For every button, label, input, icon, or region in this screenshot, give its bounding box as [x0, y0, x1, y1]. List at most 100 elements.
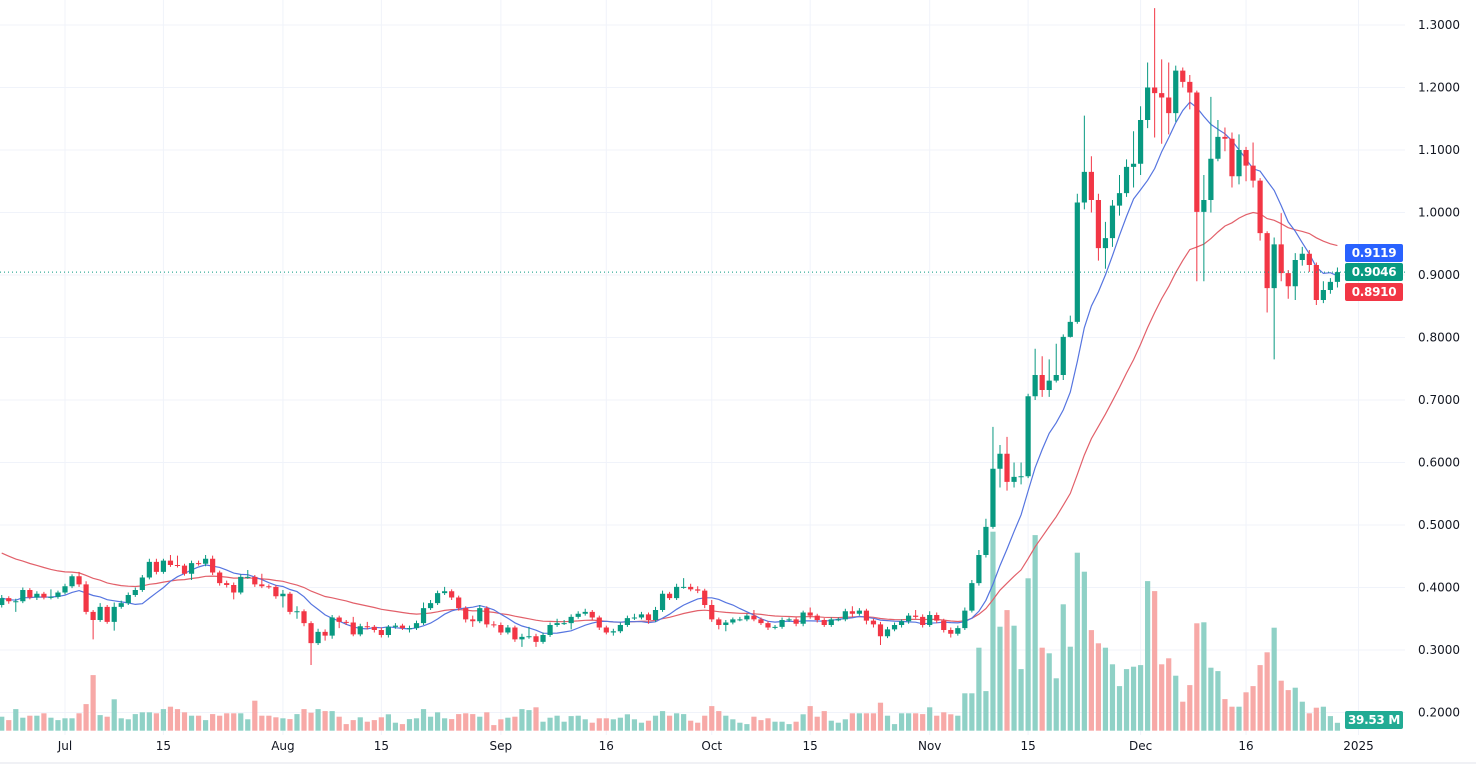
candle-up — [737, 619, 743, 621]
volume-bar — [125, 719, 131, 731]
volume-bar — [1060, 604, 1066, 731]
candle-up — [540, 635, 546, 642]
candle-down — [181, 565, 188, 574]
volume-bar — [118, 718, 124, 731]
candle-up — [238, 576, 244, 593]
candle-up — [1032, 375, 1038, 397]
volume-bar — [976, 647, 982, 731]
volume-bar — [371, 720, 377, 731]
candle-down — [90, 611, 96, 620]
volume-bars — [0, 531, 1341, 731]
time-axis[interactable]: Jul 15 Aug 15 Sep 16 Oct 15 Nov 15 Dec 16 2025 — [57, 739, 1374, 753]
candle-up — [779, 620, 785, 627]
volume-bar — [1067, 646, 1073, 731]
volume-bar — [674, 713, 680, 731]
volume-bar — [238, 713, 244, 731]
volume-bar — [1222, 699, 1228, 731]
volume-bar — [1278, 680, 1284, 731]
volume-bar — [1137, 665, 1144, 731]
candle-up — [983, 526, 989, 555]
candle-up — [582, 611, 588, 614]
candle-down — [807, 612, 813, 616]
volume-bar — [934, 715, 940, 731]
price-tick-label: 1.1000 — [1418, 143, 1460, 157]
plot-area[interactable] — [0, 8, 1405, 731]
candle-down — [273, 586, 279, 597]
volume-bar — [252, 700, 258, 731]
candle-up — [575, 613, 581, 617]
volume-bar — [1159, 664, 1165, 731]
volume-bar — [1053, 678, 1059, 731]
volume-bar — [561, 721, 567, 731]
candle-down — [174, 565, 181, 566]
volume-bar — [631, 719, 638, 731]
candle-down — [870, 620, 877, 625]
candle-down — [1306, 253, 1312, 265]
volume-bar — [695, 722, 701, 731]
candle-down — [364, 626, 370, 628]
candle-down — [449, 591, 455, 598]
volume-bar — [1292, 687, 1298, 731]
candle-down — [259, 584, 265, 587]
volume-bar — [210, 714, 216, 731]
volume-bar — [1102, 647, 1109, 731]
candle-down — [695, 589, 701, 591]
volume-bar — [1334, 722, 1341, 731]
candle-up — [132, 590, 138, 595]
volume-bar — [167, 706, 174, 731]
volume-bar — [962, 693, 968, 731]
volume-bar — [1004, 610, 1010, 731]
volume-bar — [547, 717, 553, 731]
volume-bar — [1306, 713, 1312, 731]
candle-up — [55, 592, 61, 597]
volume-bar — [1320, 706, 1326, 731]
time-tick-label: Sep — [490, 739, 513, 753]
candle-down — [1257, 180, 1263, 234]
price-axis[interactable]: 0.2000 0.3000 0.4000 0.5000 0.6000 0.7000 0.80… — [1418, 18, 1460, 720]
candle-down — [1194, 92, 1200, 212]
candle-down — [596, 617, 602, 628]
volume-bar — [737, 722, 743, 731]
last-price-label: 0.9046 — [1345, 263, 1403, 281]
candle-up — [69, 576, 75, 587]
volume-bar — [603, 718, 609, 731]
candle-up — [884, 629, 891, 637]
candle-down — [1088, 171, 1094, 200]
volume-bar — [814, 716, 820, 731]
volume-bar — [350, 720, 356, 731]
volume-bar — [315, 709, 321, 731]
volume-bar — [575, 715, 581, 731]
volume-bar — [716, 711, 722, 731]
volume-bar — [434, 712, 441, 731]
volume-bar — [1201, 622, 1207, 731]
volume-bar — [610, 719, 616, 731]
candle-down — [1152, 87, 1158, 94]
candle-up — [406, 628, 413, 630]
candle-up — [1320, 290, 1326, 300]
volume-bar — [1018, 669, 1024, 731]
volume-bar — [456, 714, 462, 731]
volume-bar — [969, 693, 975, 731]
candle-up — [610, 631, 616, 633]
candle-down — [343, 621, 349, 623]
volume-bar — [624, 714, 630, 731]
candle-up — [434, 593, 441, 604]
candle-down — [498, 625, 504, 633]
volume-bar — [231, 713, 237, 731]
time-tick-label: 15 — [803, 739, 818, 753]
volume-bar — [48, 717, 54, 731]
volume-bar — [378, 717, 384, 731]
candle-up — [969, 583, 975, 611]
candle-up — [294, 611, 300, 613]
volume-bar — [913, 713, 919, 731]
candle-up — [674, 586, 680, 599]
volume-bar — [990, 531, 996, 731]
candle-up — [111, 606, 117, 622]
volume-bar — [765, 718, 771, 731]
volume-bar — [174, 709, 181, 731]
time-tick-label: 15 — [374, 739, 389, 753]
candle-up — [413, 623, 420, 629]
volume-bar — [849, 713, 855, 731]
candle-down — [1039, 375, 1045, 390]
